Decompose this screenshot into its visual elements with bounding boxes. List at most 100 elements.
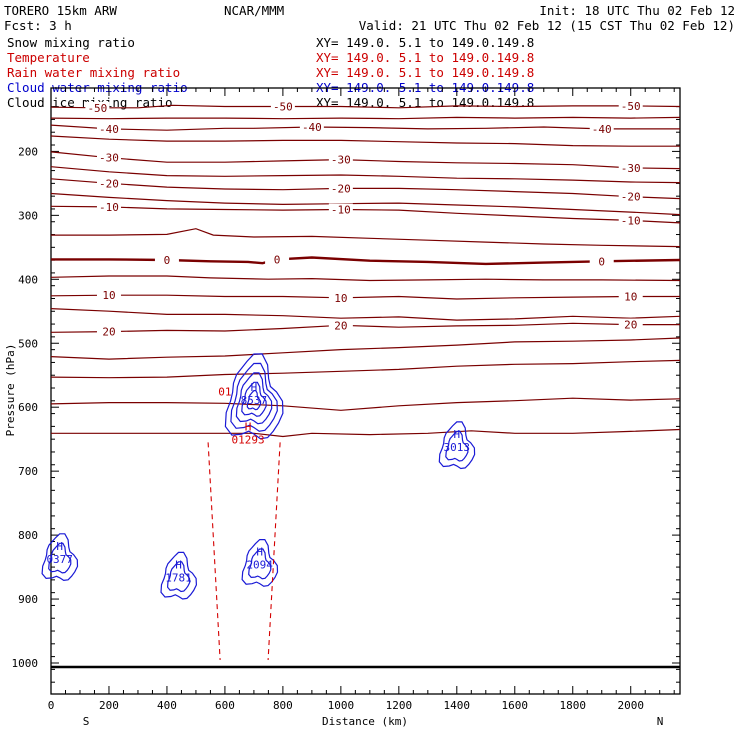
isotherm-label-bg xyxy=(96,177,121,190)
isotherm-line xyxy=(50,104,681,109)
isotherm-label: 0 xyxy=(164,254,171,267)
cloud-max-marker: H xyxy=(175,558,182,571)
cloud-max-marker: H xyxy=(453,428,460,441)
isotherm-line xyxy=(50,135,680,147)
isotherm-label: -10 xyxy=(331,204,351,217)
isotherm-label: 10 xyxy=(624,290,637,303)
isotherm-line xyxy=(50,124,680,131)
isotherm-label: 0 xyxy=(274,253,281,266)
model-title: TORERO 15km ARW xyxy=(4,3,117,18)
isotherm-label: -30 xyxy=(621,162,641,175)
isotherm-label-bg xyxy=(589,255,614,268)
cloud-water-contour xyxy=(41,533,79,582)
isotherm-label-bg xyxy=(328,291,353,304)
figure-header: TORERO 15km ARW NCAR/MMM Init: 18 UTC Th… xyxy=(4,3,735,33)
isotherm-label-bg xyxy=(265,253,290,266)
isotherm-line xyxy=(50,275,681,282)
isotherm-label: -20 xyxy=(331,182,351,195)
legend-range: XY= 149.0. 5.1 to 149.0.149.8 xyxy=(316,35,534,50)
x-tick-label: 1400 xyxy=(444,699,471,712)
y-tick-label: 400 xyxy=(18,273,38,286)
isotherm-label: 20 xyxy=(334,319,347,332)
temperature-isotherms: -50 -50 -50 -40 -40 -40 -30 -30 -30 -20 -20 -20 -10 -… xyxy=(50,99,681,438)
isotherm-label: -50 xyxy=(273,101,293,114)
legend-entry: Snow mixing ratio xyxy=(7,35,135,50)
isotherm-label-bg xyxy=(618,318,643,331)
field-legend: Snow mixing ratio XY= 149.0. 5.1 to 149.0… xyxy=(7,35,534,110)
isotherm-label: -40 xyxy=(592,123,612,136)
legend-entry: Temperature xyxy=(7,50,90,65)
isotherm-label-bg xyxy=(618,190,643,203)
isotherm-label: 20 xyxy=(102,326,115,339)
cloud-max-value: 2094 xyxy=(246,559,273,572)
isotherm-line xyxy=(51,228,681,248)
cloud-water-contour xyxy=(166,561,191,593)
isotherm-label-bg xyxy=(328,319,353,332)
cloud-max-marker: H xyxy=(251,381,258,394)
y-tick-label: 800 xyxy=(18,529,38,542)
cloud-max-marker: H xyxy=(256,546,263,559)
rain-max-marker: H xyxy=(245,420,252,433)
legend-range: XY= 149.0. 5.1 to 149.0.149.8 xyxy=(316,65,534,80)
isotherm-label-bg xyxy=(618,161,643,174)
isotherm-line xyxy=(50,294,680,300)
x-tick-label: 1600 xyxy=(502,699,529,712)
north-label: N xyxy=(657,715,664,728)
x-tick-label: 1800 xyxy=(560,699,587,712)
isotherm-line xyxy=(50,205,681,224)
isotherm-label-bg xyxy=(96,122,121,135)
x-tick-label: 600 xyxy=(215,699,235,712)
init-time: Init: 18 UTC Thu 02 Feb 12 xyxy=(539,3,735,18)
isotherm-label-bg xyxy=(618,99,643,112)
isotherm-label-bg xyxy=(618,214,643,227)
isotherm-label: 10 xyxy=(102,289,115,302)
isotherm-line xyxy=(50,192,681,216)
isotherm-label-bg xyxy=(328,203,353,216)
isotherm-label: -20 xyxy=(621,191,641,204)
isotherm-label-bg xyxy=(618,290,643,303)
valid-time: Valid: 21 UTC Thu 02 Feb 12 (15 CST Thu … xyxy=(359,18,735,33)
isotherm-label-bg xyxy=(96,200,121,213)
isotherm-label-bg xyxy=(96,289,121,302)
cloud-max-value: 3013 xyxy=(444,441,471,454)
y-tick-label: 900 xyxy=(18,593,38,606)
rain-water-contours xyxy=(207,442,281,661)
rain-water-contour xyxy=(207,442,281,661)
isotherm-label: -50 xyxy=(621,100,641,113)
y-tick-label: 1000 xyxy=(12,657,39,670)
x-tick-label: 200 xyxy=(99,699,119,712)
isotherm-label: -10 xyxy=(621,214,641,227)
cloud-water-contours xyxy=(41,353,476,600)
cloud-water-contour xyxy=(248,548,272,580)
isotherm-line xyxy=(50,151,681,170)
isotherm-line xyxy=(50,116,681,120)
isotherm-label: -40 xyxy=(302,121,322,134)
cloud-water-contour xyxy=(48,542,72,574)
cloud-water-contour xyxy=(445,430,469,462)
x-tick-label: 0 xyxy=(48,699,55,712)
isotherm-label-bg xyxy=(154,254,179,267)
cloud-max-marker: H xyxy=(56,540,63,553)
cloud-water-contour xyxy=(230,362,278,432)
cloud-max-value: 0377 xyxy=(46,553,73,566)
rain-max-value: 01 xyxy=(218,385,231,398)
x-tick-label: 400 xyxy=(157,699,177,712)
x-axis-label: Distance (km) xyxy=(322,715,408,728)
cloud-water-contour xyxy=(241,539,279,587)
cloud-water-contour xyxy=(241,381,267,417)
y-tick-label: 200 xyxy=(18,145,38,158)
legend-range: XY= 149.0. 5.1 to 149.0.149.8 xyxy=(316,95,534,110)
isotherm-label-bg xyxy=(328,182,353,195)
south-label: S xyxy=(83,715,90,728)
isotherm-label-bg xyxy=(328,153,353,166)
x-tick-label: 1200 xyxy=(386,699,413,712)
forecast-hour: Fcst: 3 h xyxy=(4,18,72,33)
x-tick-label: 2000 xyxy=(617,699,644,712)
isotherm-label: -50 xyxy=(87,102,107,115)
cloud-water-contour xyxy=(224,353,284,440)
isotherm-label: -40 xyxy=(99,123,119,136)
isotherm-line xyxy=(50,397,681,411)
cloud-water-contour xyxy=(160,551,198,600)
